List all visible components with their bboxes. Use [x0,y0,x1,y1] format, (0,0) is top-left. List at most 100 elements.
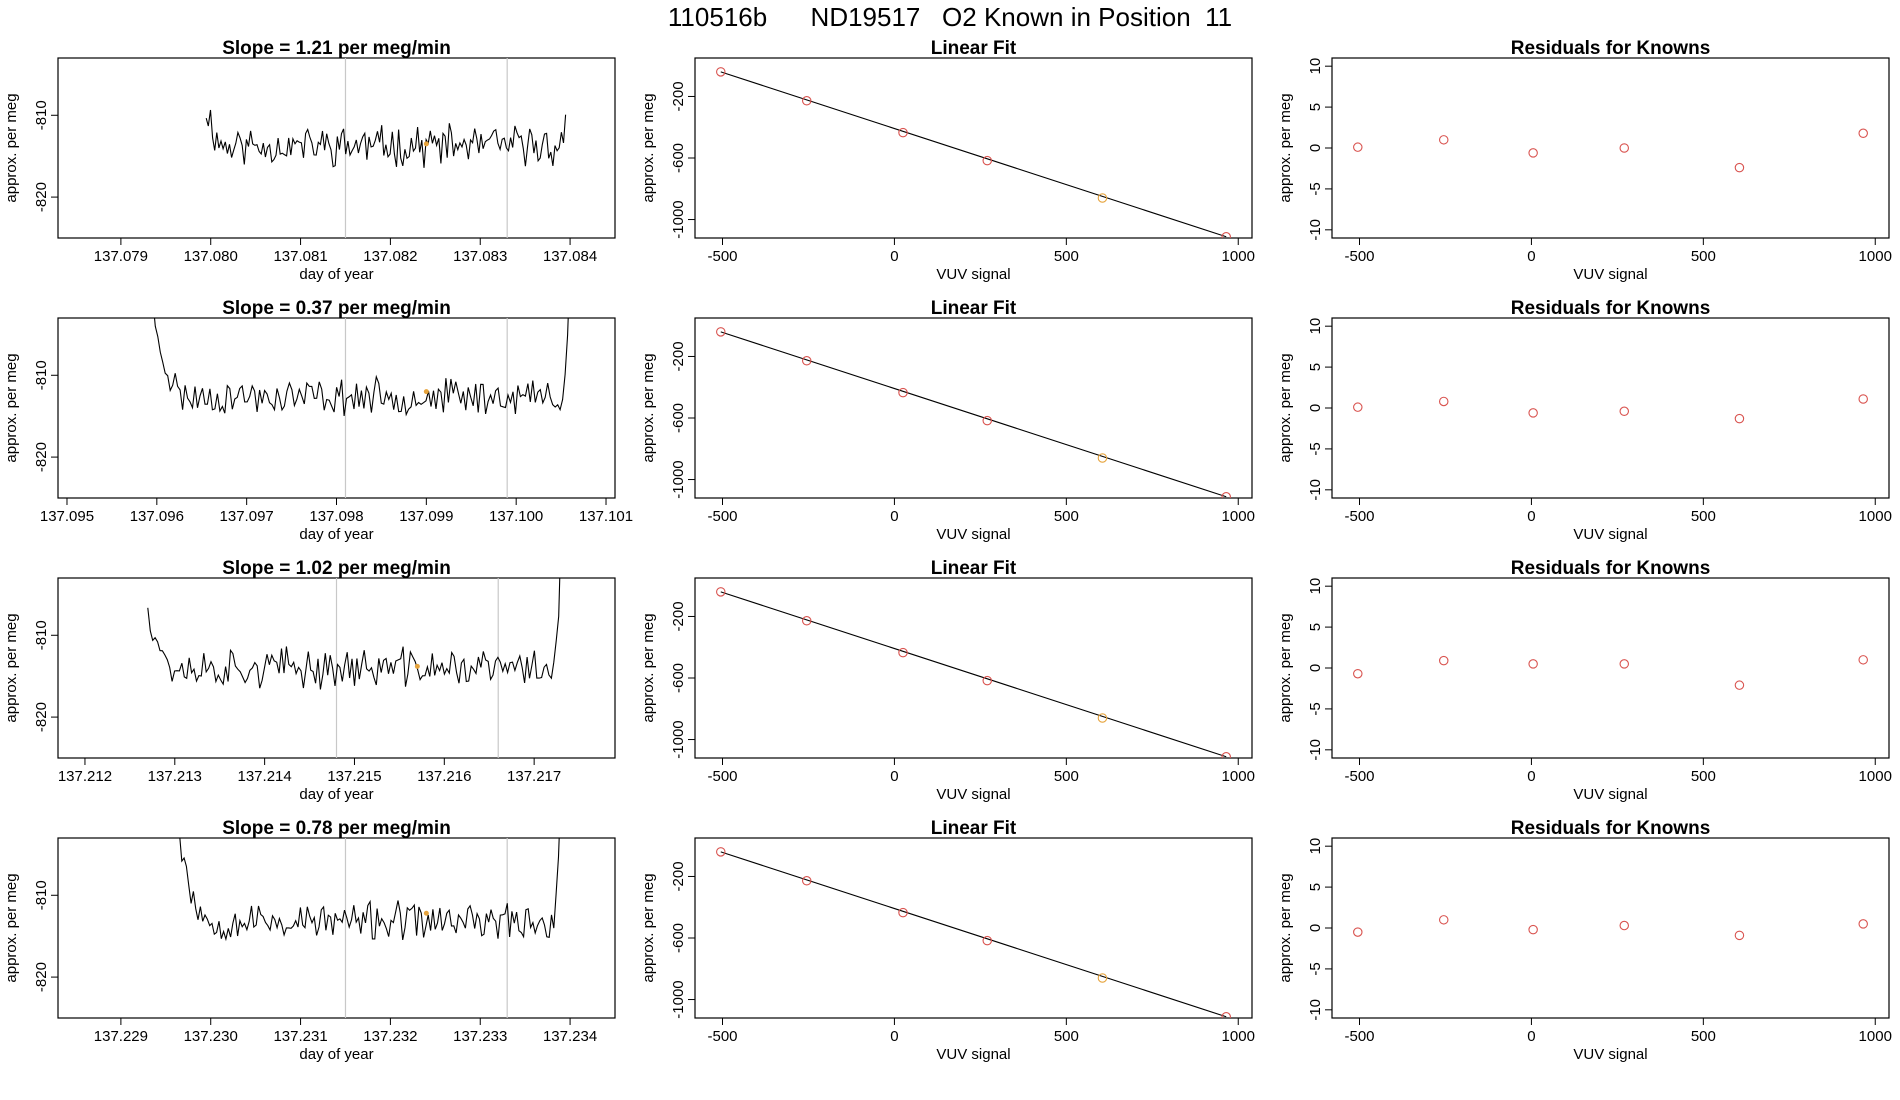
x-tick-label: -500 [707,1028,737,1045]
y-tick-label: -10 [1307,219,1324,241]
y-axis-label: approx. per meg [640,93,657,202]
panel-1-2: Linear Fit -500 0 500 1000 -200 -600 -1000 VUV s… [640,38,1255,283]
panel-3-3: Residuals for Knowns -500 0 500 1000 10 5 0 -5 -1… [1277,558,1892,803]
x-tick-label: -500 [1344,248,1374,265]
x-axis-label: VUV signal [1573,266,1647,283]
data-point [1097,193,1108,203]
y-axis-label: approx. per meg [1277,93,1294,202]
y-tick-label: -1000 [670,200,687,238]
panel-grid: Slope = 1.21 per meg/min 137.079 137.080 13… [3,38,1892,1063]
x-tick-label: -500 [1344,768,1374,785]
y-tick-label: -810 [33,360,50,390]
plot-frame [1331,317,1890,499]
x-tick-label: 137.101 [579,508,633,525]
data-point [982,415,993,426]
x-tick-label: 500 [1691,248,1716,265]
data-point [1528,659,1538,669]
y-tick-label: 10 [1307,578,1324,595]
x-tick-label: 500 [1054,508,1079,525]
plot-frame [57,837,616,1019]
panel-title: Residuals for Knowns [1511,558,1711,579]
fit-line [720,591,1227,758]
plot-frame [57,57,616,239]
y-axis-label: approx. per meg [3,353,20,462]
panel-3-1: Slope = 1.02 per meg/min 137.212 137.213 13… [3,558,616,803]
x-tick-label: 1000 [1222,1028,1255,1045]
data-point [1734,680,1745,690]
data-point [1858,394,1868,404]
x-tick-label: 137.231 [273,1028,327,1045]
y-tick-label: 10 [1307,318,1324,335]
plot-area [179,838,560,1018]
data-point [898,907,908,918]
x-tick-label: 1000 [1859,508,1892,525]
x-tick-label: 500 [1054,1028,1079,1045]
x-tick-label: 137.229 [94,1028,148,1045]
y-tick-label: -820 [33,702,50,732]
highlight-marker [423,389,429,395]
data-point [801,616,812,626]
x-tick-label: 137.212 [58,768,112,785]
data-point [1353,142,1363,152]
data-point [1438,655,1449,666]
data-point [982,935,993,946]
y-tick-label: -5 [1307,442,1324,455]
plot-frame [57,317,616,499]
signal-trace [179,838,560,942]
x-tick-label: -500 [707,508,737,525]
panel-title: Linear Fit [931,818,1017,839]
plot-frame [1331,57,1890,239]
panel-title: Slope = 1.02 per meg/min [222,558,451,579]
x-tick-label: 0 [1527,248,1535,265]
x-tick-label: 500 [1691,768,1716,785]
x-tick-label: 0 [890,248,898,265]
data-point [898,127,908,138]
y-tick-label: -810 [33,100,50,130]
plot-area [1353,915,1868,941]
y-tick-label: -5 [1307,702,1324,715]
x-tick-label: -500 [1344,508,1374,525]
y-tick-label: -600 [670,663,687,693]
y-axis-label: approx. per meg [3,873,20,982]
x-tick-label: 500 [1054,248,1079,265]
panel-title: Slope = 0.78 per meg/min [222,818,451,839]
plot-frame [694,317,1253,499]
data-point [801,356,812,366]
data-point [1353,402,1363,412]
x-tick-label: 137.097 [220,508,274,525]
panel-1-1: Slope = 1.21 per meg/min 137.079 137.080 13… [3,38,616,283]
x-tick-label: 137.079 [94,248,148,265]
y-tick-label: 0 [1307,404,1324,412]
data-point [1221,752,1231,758]
y-tick-label: -10 [1307,739,1324,761]
y-tick-label: -10 [1307,479,1324,501]
data-point [1221,1012,1231,1018]
panel-2-3: Residuals for Knowns -500 0 500 1000 10 5 0 -5 -1… [1277,298,1892,543]
data-point [1734,930,1745,941]
panel-title: Linear Fit [931,558,1017,579]
y-tick-label: 10 [1307,838,1324,855]
fit-line [720,71,1227,238]
x-tick-label: 137.084 [543,248,597,265]
plot-area [716,327,1231,498]
x-axis-label: VUV signal [1573,1046,1647,1063]
x-tick-label: 137.083 [453,248,507,265]
y-tick-label: -10 [1307,999,1324,1021]
x-tick-label: 137.217 [507,768,561,785]
y-axis-label: approx. per meg [1277,613,1294,722]
highlight-marker [414,663,420,669]
y-axis-label: approx. per meg [1277,353,1294,462]
panel-title: Residuals for Knowns [1511,298,1711,319]
panel-2-1: Slope = 0.37 per meg/min 137.095 137.096 13… [3,298,633,543]
data-point [1858,655,1868,665]
y-tick-label: -200 [670,861,687,891]
fit-line [720,331,1227,498]
data-point [1438,915,1449,925]
x-tick-label: 137.214 [238,768,292,785]
panel-4-1: Slope = 0.78 per meg/min 137.229 137.230 13… [3,818,616,1063]
x-tick-label: 137.096 [130,508,184,525]
y-tick-label: -820 [33,182,50,212]
x-tick-label: 1000 [1859,1028,1892,1045]
y-tick-label: -600 [670,923,687,953]
x-tick-label: 0 [890,508,898,525]
